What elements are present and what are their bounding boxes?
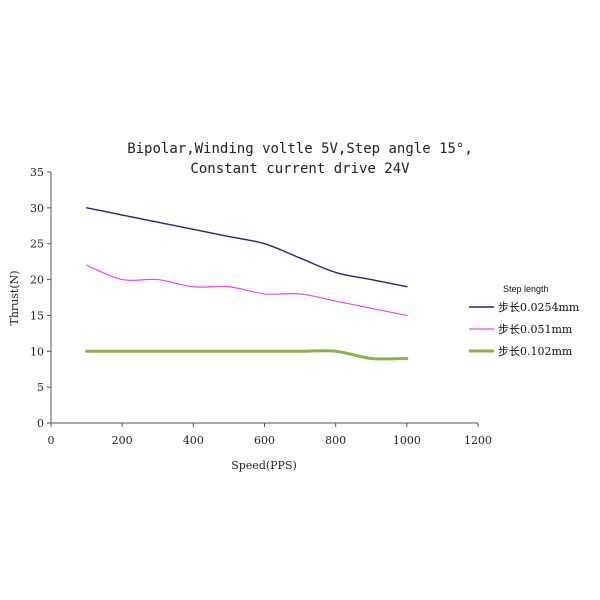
- x-tick-label: 400: [183, 434, 204, 447]
- x-tick-label: 600: [254, 434, 275, 447]
- y-axis-label: Thrust(N): [8, 270, 21, 325]
- y-tick-label: 0: [37, 417, 44, 430]
- series-layer: [85, 207, 409, 361]
- series-line-2: [85, 264, 408, 317]
- chart-title-line-2: Constant current drive 24V: [190, 161, 410, 177]
- x-axis-label: Speed(PPS): [231, 459, 297, 472]
- series-line-3: [85, 349, 409, 361]
- chart-title-line-1: Bipolar,Winding voltle 5V,Step angle 15°…: [127, 141, 473, 157]
- y-tick-label: 10: [30, 345, 44, 358]
- legend-entry-3: 步长0.102mm: [498, 345, 573, 358]
- x-tick-label: 0: [48, 434, 55, 447]
- y-tick-label: 30: [30, 202, 44, 215]
- x-tick-label: 200: [112, 434, 133, 447]
- x-tick-label: 1000: [393, 434, 421, 447]
- legend: Step length 步长0.0254mm 步长0.051mm 步长0.102mm: [469, 284, 580, 358]
- y-tick-label: 15: [30, 309, 44, 322]
- axes: 0 5 10 15 20 25 30 35 0 200 400 600 800 1000 1200: [30, 166, 492, 447]
- y-tick-label: 25: [30, 238, 44, 251]
- legend-title: Step length: [503, 284, 549, 294]
- y-tick-label: 5: [37, 381, 44, 394]
- x-tick-label: 1200: [464, 434, 492, 447]
- legend-entry-1: 步长0.0254mm: [498, 301, 580, 314]
- y-tick-label: 35: [30, 166, 44, 179]
- series-line-1: [85, 207, 408, 288]
- y-tick-label: 20: [30, 274, 44, 287]
- x-tick-label: 800: [325, 434, 346, 447]
- legend-entry-2: 步长0.051mm: [498, 323, 573, 336]
